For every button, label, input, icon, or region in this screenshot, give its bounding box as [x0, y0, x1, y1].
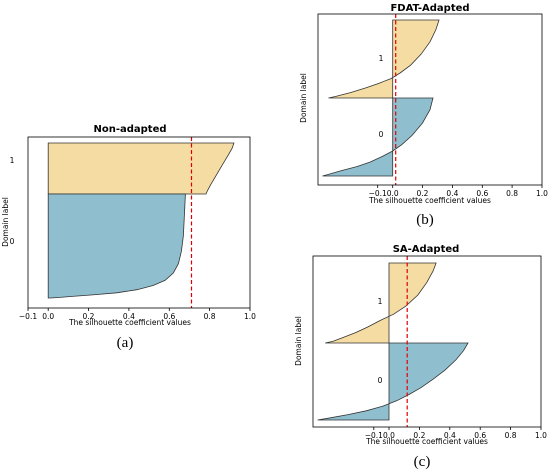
plot-area [47, 137, 235, 308]
x-ticks: −0.1 0.0 0.2 0.4 0.6 0.8 1.0 [365, 427, 547, 440]
panel-non-adapted: Non-adapted −0.1 0.0 0.2 0.4 0.6 0.8 1.0 1 0 T… [1, 124, 256, 351]
panel-sa-adapted: SA-Adapted −0.1 0.0 0.2 0.4 0.6 0.8 1.0 1 0 Th… [294, 244, 547, 470]
x-tick-label: 0.6 [163, 312, 175, 321]
silhouette-area-domain-0 [47, 193, 186, 299]
chart-title: SA-Adapted [393, 244, 460, 255]
silhouette-area-domain-0 [317, 342, 469, 421]
chart-title: FDAT-Adapted [390, 3, 469, 14]
plot-frame [27, 136, 251, 309]
x-tick-label: 0.0 [42, 312, 54, 321]
caption: (c) [414, 454, 431, 470]
cluster-label-1: 1 [378, 297, 383, 306]
x-tick-label: 0.4 [446, 189, 458, 198]
caption: (a) [117, 335, 134, 351]
x-tick-label: 0.6 [474, 431, 486, 440]
chart-title: Non-adapted [93, 124, 166, 135]
panel-fdat-adapted: FDAT-Adapted −0.1 0.0 0.2 0.4 0.6 0.8 1.0 1 0 … [299, 3, 548, 228]
cluster-label-0: 0 [379, 130, 384, 139]
y-axis-label: Domain label [294, 316, 303, 366]
y-axis-label: Domain label [1, 197, 10, 247]
plot-frame [312, 255, 542, 428]
x-tick-label: 0.8 [204, 312, 216, 321]
silhouette-area-domain-1 [325, 262, 437, 344]
x-tick-label: 0.2 [417, 189, 429, 198]
y-axis-label: Domain label [299, 73, 308, 123]
x-axis-label: The silhouette coefficient values [365, 437, 488, 446]
x-ticks: −0.1 0.0 0.2 0.4 0.6 0.8 1.0 [369, 185, 548, 198]
x-axis-label: The silhouette coefficient values [68, 318, 191, 327]
x-tick-label: −0.1 [365, 431, 383, 440]
silhouette-area-domain-1 [47, 142, 235, 195]
x-tick-label: 0.6 [476, 189, 488, 198]
silhouette-area-domain-0 [322, 97, 434, 177]
x-tick-label: 1.0 [536, 189, 548, 198]
cluster-label-0: 0 [378, 376, 383, 385]
x-ticks: −0.1 0.0 0.2 0.4 0.6 0.8 1.0 [19, 308, 256, 321]
plot-frame [317, 13, 543, 186]
x-tick-label: 0.2 [83, 312, 95, 321]
x-tick-label: 0.8 [505, 431, 517, 440]
silhouette-area-domain-1 [328, 19, 440, 99]
x-tick-label: 0.8 [506, 189, 518, 198]
caption: (b) [416, 212, 434, 228]
x-tick-label: 0.4 [123, 312, 135, 321]
x-tick-label: −0.1 [369, 189, 387, 198]
plot-area [322, 14, 440, 185]
x-tick-label: 0.0 [387, 189, 399, 198]
x-tick-label: 0.0 [383, 431, 395, 440]
x-tick-label: 1.0 [535, 431, 547, 440]
x-tick-label: 0.2 [413, 431, 425, 440]
cluster-label-1: 1 [10, 156, 15, 165]
x-tick-label: 1.0 [244, 312, 256, 321]
x-tick-label: −0.1 [19, 312, 37, 321]
x-axis-label: The silhouette coefficient values [368, 196, 491, 205]
plot-area [317, 256, 469, 427]
cluster-label-0: 0 [10, 237, 15, 246]
x-tick-label: 0.4 [444, 431, 456, 440]
cluster-label-1: 1 [379, 54, 384, 63]
